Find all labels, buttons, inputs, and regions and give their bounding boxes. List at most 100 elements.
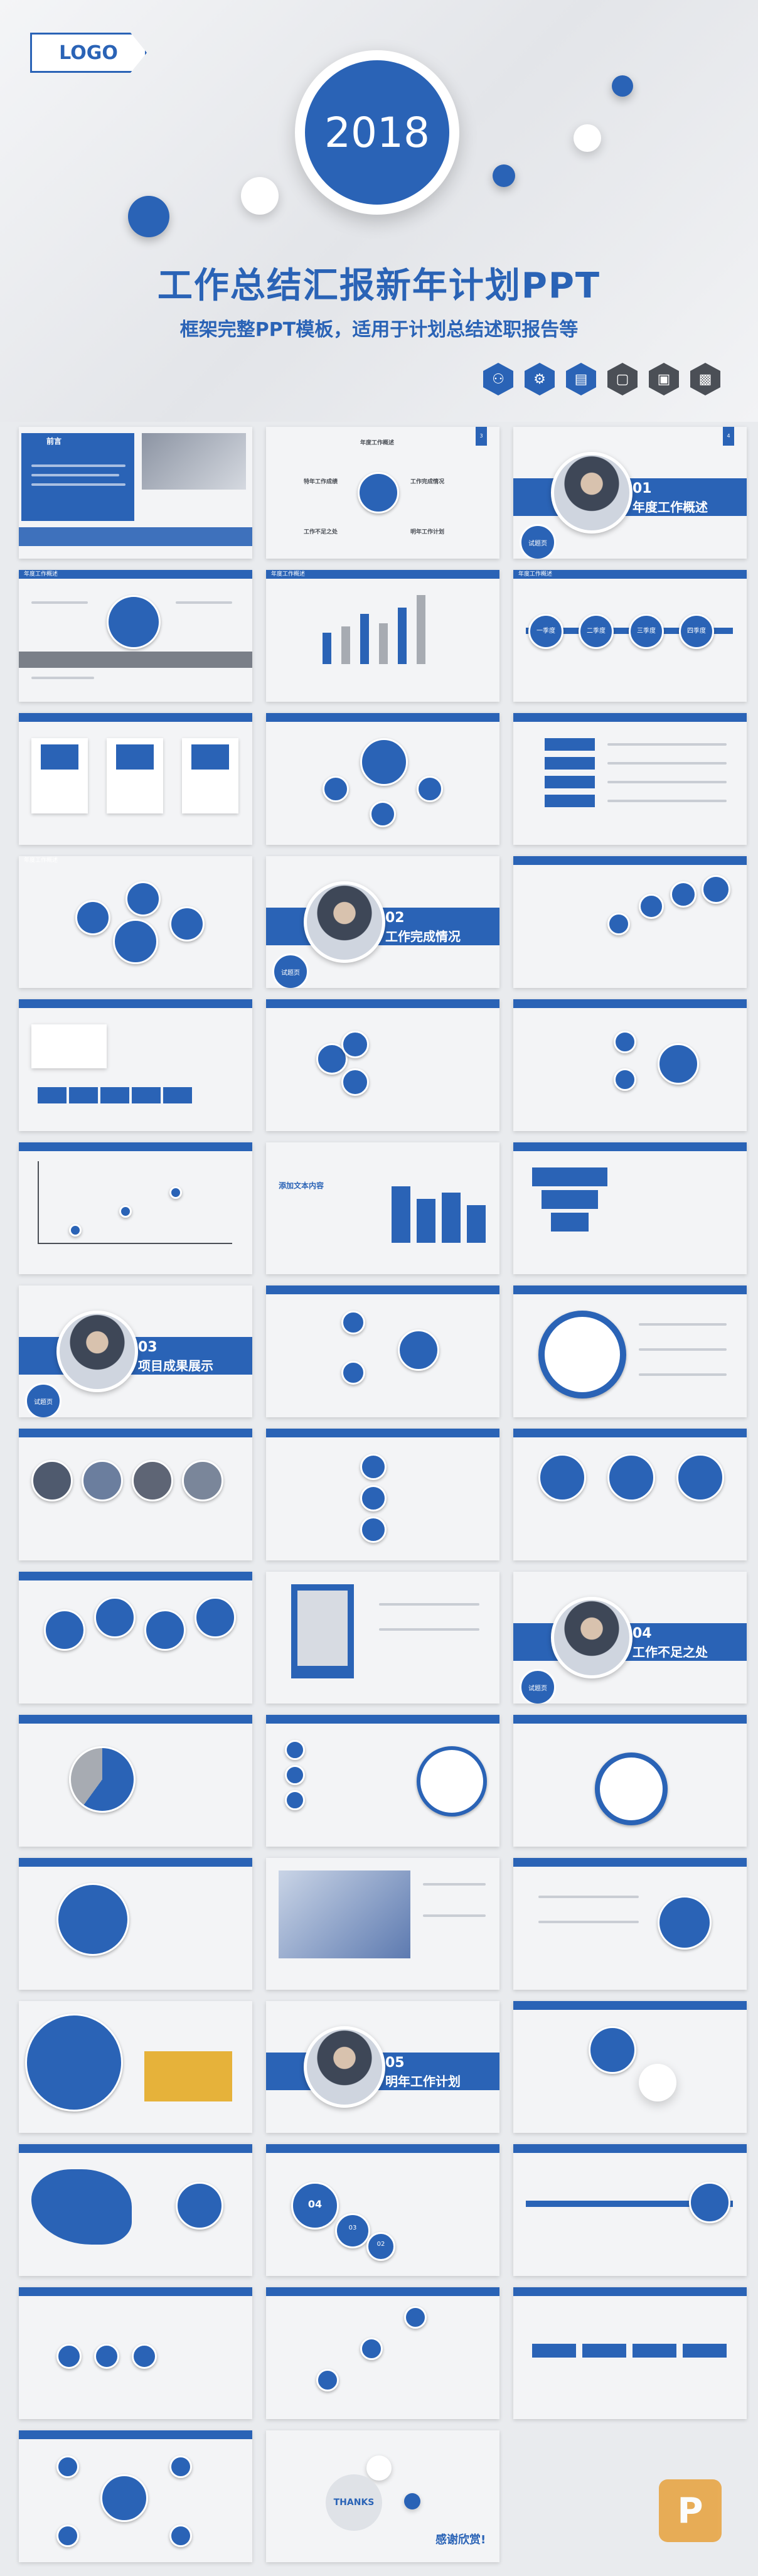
slide-arrows[interactable] bbox=[513, 2144, 747, 2276]
slide-header: 年度工作概述 bbox=[19, 570, 252, 579]
slide-abc[interactable] bbox=[19, 2287, 252, 2419]
decor-dot bbox=[493, 164, 515, 187]
section-title: 工作不足之处 bbox=[633, 1645, 708, 1660]
slide-chevrons[interactable] bbox=[513, 2287, 747, 2419]
slide-icon-list[interactable] bbox=[266, 1429, 499, 1560]
slide-contents[interactable]: 年度工作概述 特年工作成绩 工作完成情况 工作不足之处 明年工作计划 3 bbox=[266, 427, 499, 559]
decor-dot-white bbox=[574, 124, 601, 152]
year-label: 2018 bbox=[305, 60, 449, 205]
slide-hub[interactable] bbox=[266, 713, 499, 845]
decor-dot bbox=[612, 75, 633, 97]
slide-section-02[interactable]: 02 工作完成情况 试题页 bbox=[266, 856, 499, 988]
step-label: 三季度 bbox=[637, 628, 656, 635]
slide-list-boxes[interactable] bbox=[513, 713, 747, 845]
avatar bbox=[551, 452, 633, 534]
slide-numbered-list[interactable] bbox=[266, 1715, 499, 1847]
page-title: 工作总结汇报新年计划PPT bbox=[157, 266, 601, 306]
section-title: 项目成果展示 bbox=[138, 1358, 213, 1373]
decor-dot bbox=[128, 196, 169, 237]
slide-ring[interactable] bbox=[513, 1285, 747, 1417]
section-tag: 试题页 bbox=[272, 953, 309, 988]
watermark-logo: P bbox=[659, 2479, 722, 2542]
slide-three-circles[interactable] bbox=[513, 1429, 747, 1560]
slide-section-03[interactable]: 03 项目成果展示 试题页 bbox=[19, 1285, 252, 1417]
slide-header: 年度工作概述 bbox=[266, 570, 499, 579]
section-number: 02 bbox=[385, 910, 405, 926]
section-number: 05 bbox=[385, 2055, 405, 2071]
slide-cards[interactable] bbox=[19, 713, 252, 845]
slide-overview-steps[interactable]: 年度工作概述 一季度 二季度 三季度 四季度 bbox=[513, 570, 747, 702]
slide-header: 年度工作概述 bbox=[513, 570, 747, 579]
step-number: 03 bbox=[348, 2224, 357, 2231]
slide-section-05[interactable]: 05 明年工作计划 bbox=[266, 2001, 499, 2133]
contents-item: 工作完成情况 bbox=[410, 479, 445, 485]
slide-clock[interactable] bbox=[19, 1858, 252, 1990]
step-number: 02 bbox=[376, 2241, 385, 2248]
section-number: 04 bbox=[633, 1626, 652, 1641]
section-tag: 试题页 bbox=[25, 1383, 61, 1417]
slide-tablet[interactable] bbox=[266, 1572, 499, 1704]
section-number: 01 bbox=[633, 481, 652, 496]
slide-numbered-circles[interactable]: 04 03 02 bbox=[266, 2144, 499, 2276]
avatar bbox=[304, 2026, 385, 2108]
slide-heading: 前言 bbox=[46, 437, 62, 446]
step-label: 二季度 bbox=[587, 628, 606, 635]
slide-timeline-photo[interactable] bbox=[266, 1858, 499, 1990]
contents-item: 年度工作概述 bbox=[360, 440, 395, 446]
slide-center-input[interactable] bbox=[513, 1858, 747, 1990]
slide-quarter[interactable] bbox=[19, 2001, 252, 2133]
slide-branches[interactable] bbox=[513, 999, 747, 1131]
network-icon: ⚙ bbox=[525, 363, 555, 395]
slide-funnel[interactable] bbox=[513, 1142, 747, 1274]
slide-overview-icons[interactable]: 年度工作概述 bbox=[19, 570, 252, 702]
slide-preface[interactable]: 前言 bbox=[19, 427, 252, 559]
goodbye-label: 感谢欣赏! bbox=[435, 2533, 486, 2546]
slide-header: 年度工作概述 bbox=[24, 857, 58, 864]
people-icon: ⚇ bbox=[483, 363, 513, 395]
contents-item: 工作不足之处 bbox=[304, 529, 338, 535]
avatar bbox=[551, 1597, 633, 1678]
thanks-label: THANKS bbox=[326, 2474, 382, 2531]
avatar bbox=[304, 881, 385, 963]
step-label: 四季度 bbox=[687, 628, 706, 635]
hero-icon-row: ⚇ ⚙ ▤ ▢ ▣ ▩ bbox=[483, 363, 720, 395]
slide-pie-text[interactable] bbox=[19, 1715, 252, 1847]
slide-overview-bars[interactable]: 年度工作概述 bbox=[266, 570, 499, 702]
slide-bubbles-2[interactable] bbox=[513, 2001, 747, 2133]
slide-radial[interactable] bbox=[266, 1285, 499, 1417]
slide-section-04[interactable]: 04 工作不足之处 试题页 bbox=[513, 1572, 747, 1704]
slide-grid: 前言 年度工作概述 特年工作成绩 工作完成情况 工作不足之处 明年工作计划 3 … bbox=[19, 427, 747, 2562]
year-ring: 2018 bbox=[295, 50, 459, 215]
contents-item: 特年工作成绩 bbox=[304, 479, 338, 485]
slide-clusters[interactable] bbox=[266, 999, 499, 1131]
slide-line-chart[interactable] bbox=[19, 1142, 252, 1274]
slide-map[interactable] bbox=[19, 2144, 252, 2276]
step-number: 04 bbox=[307, 2198, 323, 2210]
slide-tabs[interactable] bbox=[19, 999, 252, 1131]
screen-icon: ▩ bbox=[690, 363, 720, 395]
section-title: 年度工作概述 bbox=[633, 500, 708, 515]
slide-label: 添加文本内容 bbox=[279, 1181, 324, 1190]
section-title: 明年工作计划 bbox=[385, 2074, 461, 2089]
folder-icon: ▢ bbox=[607, 363, 638, 395]
chart-icon: ▤ bbox=[566, 363, 596, 395]
slide-section-01[interactable]: 01 年度工作概述 试题页 4 bbox=[513, 427, 747, 559]
step-label: 一季度 bbox=[536, 628, 555, 635]
page-subtitle: 框架完整PPT模板，适用于计划总结述职报告等 bbox=[179, 319, 579, 341]
slide-thanks[interactable]: THANKS 感谢欣赏! bbox=[266, 2430, 499, 2562]
slide-cylinders[interactable]: 添加文本内容 bbox=[266, 1142, 499, 1274]
logo[interactable]: LOGO bbox=[30, 33, 147, 73]
slide-gears[interactable] bbox=[19, 1572, 252, 1704]
slide-bubbles[interactable]: 年度工作概述 bbox=[19, 856, 252, 988]
slide-cycle[interactable] bbox=[513, 1715, 747, 1847]
section-tag: 试题页 bbox=[520, 1669, 556, 1704]
slide-pins[interactable] bbox=[513, 856, 747, 988]
title-slide: LOGO 2018 工作总结汇报新年计划PPT 框架完整PPT模板，适用于计划总… bbox=[0, 0, 758, 422]
briefcase-icon: ▣ bbox=[649, 363, 679, 395]
avatar bbox=[56, 1311, 138, 1392]
slide-photo-row[interactable] bbox=[19, 1429, 252, 1560]
slide-staircase[interactable] bbox=[266, 2287, 499, 2419]
contents-item: 明年工作计划 bbox=[410, 529, 445, 535]
section-number: 03 bbox=[138, 1339, 157, 1355]
slide-mindmap[interactable] bbox=[19, 2430, 252, 2562]
